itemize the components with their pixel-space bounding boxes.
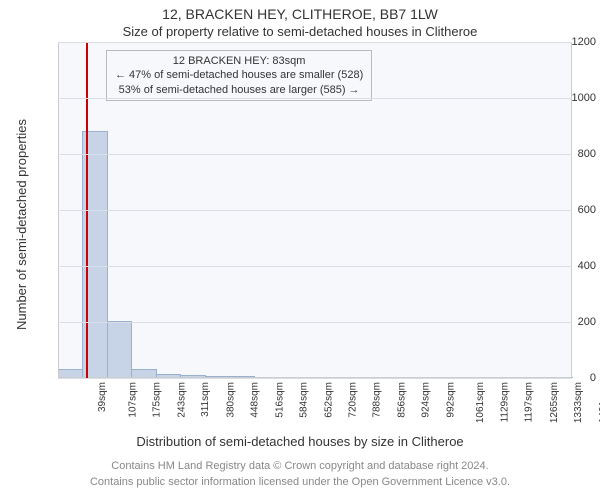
x-tick-label: 924sqm xyxy=(421,382,432,418)
x-tick-label: 652sqm xyxy=(323,382,334,418)
x-tick-label: 1061sqm xyxy=(476,382,487,423)
y-axis-label: Number of semi-detached properties xyxy=(14,119,29,330)
gridline-h xyxy=(58,98,572,99)
gridline-h xyxy=(58,266,572,267)
x-tick-label: 1265sqm xyxy=(549,382,560,423)
histogram-bar xyxy=(107,321,132,378)
x-tick-label: 788sqm xyxy=(372,382,383,418)
x-tick-label: 1333sqm xyxy=(573,382,584,423)
x-tick-label: 992sqm xyxy=(445,382,456,418)
x-tick-label: 584sqm xyxy=(299,382,310,418)
chart-title: 12, BRACKEN HEY, CLITHEROE, BB7 1LW xyxy=(0,6,600,22)
x-tick-label: 311sqm xyxy=(200,382,211,417)
x-tick-label: 720sqm xyxy=(348,382,359,418)
annotation-line-3: 53% of semi-detached houses are larger (… xyxy=(115,83,363,97)
x-axis-label: Distribution of semi-detached houses by … xyxy=(0,434,600,449)
chart-subtitle: Size of property relative to semi-detach… xyxy=(0,24,600,39)
chart-container: 12, BRACKEN HEY, CLITHEROE, BB7 1LW Size… xyxy=(0,0,600,500)
x-tick-label: 1197sqm xyxy=(524,382,535,422)
x-tick-label: 39sqm xyxy=(97,382,108,412)
x-tick-label: 1129sqm xyxy=(499,382,510,422)
x-tick-label: 243sqm xyxy=(176,382,187,418)
footer-line-1: Contains HM Land Registry data © Crown c… xyxy=(0,460,600,472)
annotation-line-1: 12 BRACKEN HEY: 83sqm xyxy=(115,54,363,68)
gridline-h xyxy=(58,210,572,211)
x-tick-label: 856sqm xyxy=(397,382,408,418)
footer-line-2: Contains public sector information licen… xyxy=(0,476,600,488)
gridline-h xyxy=(58,322,572,323)
x-tick-label: 380sqm xyxy=(225,382,236,418)
gridline-h xyxy=(58,154,572,155)
x-tick-label: 107sqm xyxy=(127,382,138,418)
x-tick-label: 175sqm xyxy=(152,382,163,418)
gridline-h xyxy=(58,378,572,379)
annotation-box: 12 BRACKEN HEY: 83sqm← 47% of semi-detac… xyxy=(106,50,372,101)
annotation-line-2: ← 47% of semi-detached houses are smalle… xyxy=(115,68,363,82)
x-tick-label: 516sqm xyxy=(274,382,285,418)
histogram-bar xyxy=(58,369,83,378)
gridline-h xyxy=(58,42,572,43)
histogram-bar xyxy=(131,369,156,378)
x-tick-label: 448sqm xyxy=(250,382,261,418)
